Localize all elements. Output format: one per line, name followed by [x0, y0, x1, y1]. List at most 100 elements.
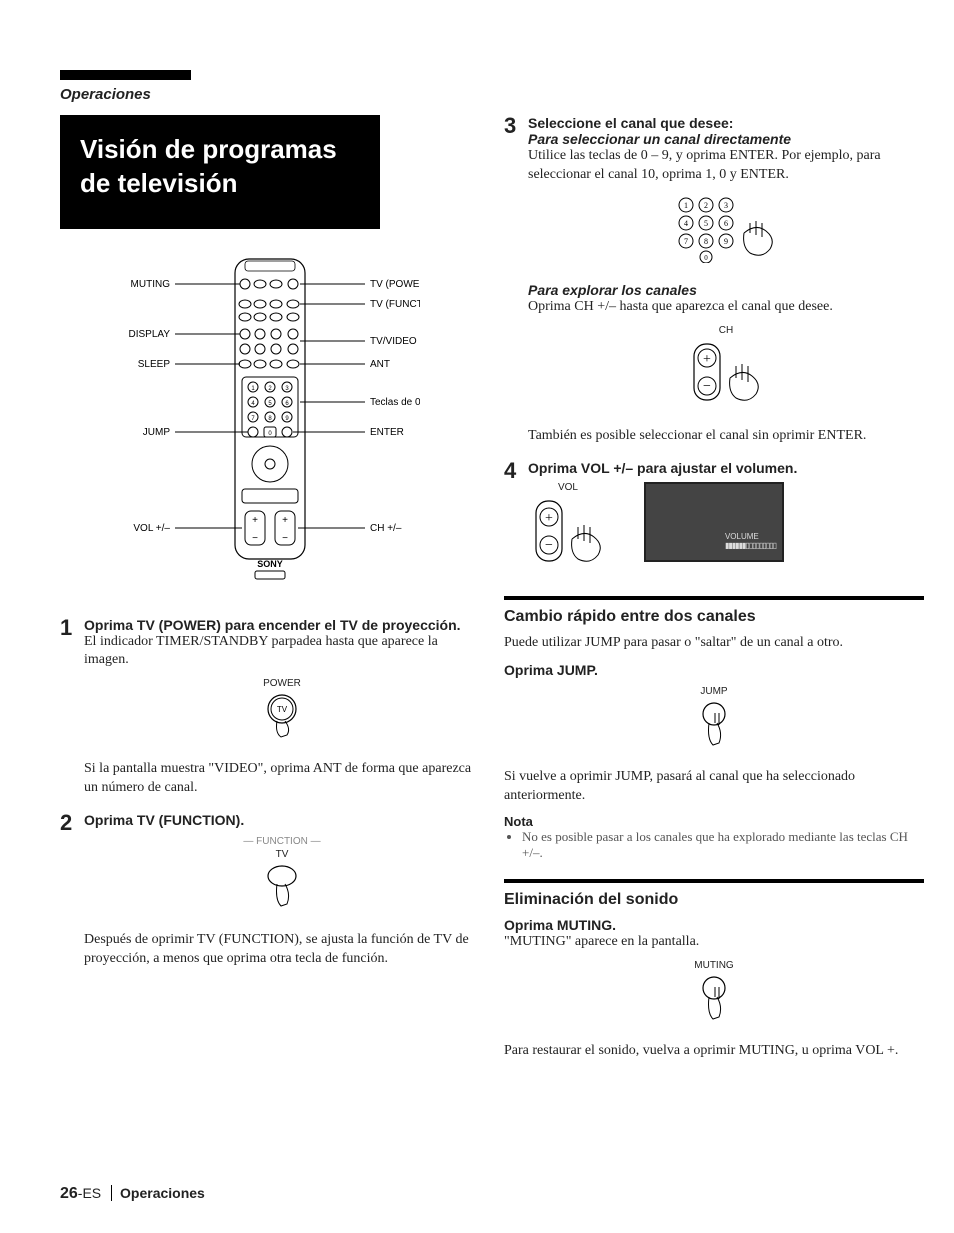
step-body-text: Oprima CH +/– hasta que aparezca el cana… — [528, 298, 924, 317]
tv-screen: VOLUME ▮▮▮▮▮▮▯▯▯▯▯▯▯▯▯ — [644, 482, 784, 562]
svg-text:5: 5 — [704, 219, 708, 228]
figure-caption: TV — [84, 849, 480, 860]
section-divider — [504, 879, 924, 883]
svg-text:7: 7 — [251, 416, 255, 422]
step-4: 4 Oprima VOL +/– para ajustar el volumen… — [504, 460, 924, 578]
page-footer: 26-ES Operaciones — [60, 1185, 205, 1203]
vol-figure: VOL + − VOLUME ▮▮▮▮▮▮▯▯▯▯▯▯▯▯▯ — [528, 482, 924, 578]
svg-text:−: − — [282, 533, 288, 544]
step-heading: Oprima TV (FUNCTION). — [84, 812, 480, 828]
svg-text:2: 2 — [268, 386, 272, 392]
step-heading: Oprima TV (POWER) para encender el TV de… — [84, 617, 480, 633]
keypad-figure: 1 2 3 4 5 6 7 8 9 0 — [528, 193, 924, 268]
subsection-heading: Cambio rápido entre dos canales — [504, 608, 924, 626]
right-column: 3 Seleccione el canal que desee: Para se… — [504, 115, 924, 1061]
body-text: Puede utilizar JUMP para pasar o "saltar… — [504, 634, 924, 653]
svg-text:1: 1 — [251, 386, 255, 392]
svg-text:4: 4 — [684, 219, 688, 228]
svg-text:9: 9 — [285, 416, 289, 422]
svg-text:0: 0 — [268, 431, 272, 437]
svg-text:DISPLAY: DISPLAY — [129, 329, 171, 340]
remote-diagram: 1 2 3 4 5 6 7 8 9 0 + − — [120, 249, 420, 589]
step-body-text: Después de oprimir TV (FUNCTION), se aju… — [84, 931, 480, 969]
svg-text:8: 8 — [268, 416, 272, 422]
svg-text:Teclas de 0 – 9: Teclas de 0 – 9 — [370, 397, 420, 408]
svg-text:3: 3 — [285, 386, 289, 392]
section-header: Operaciones — [60, 70, 191, 103]
svg-text:TV: TV — [277, 705, 288, 714]
figure-caption: JUMP — [504, 686, 924, 697]
svg-text:TV/VIDEO: TV/VIDEO — [370, 336, 417, 347]
svg-text:SONY: SONY — [257, 559, 283, 569]
note-title: Nota — [504, 814, 924, 829]
figure-caption: CH — [528, 325, 924, 336]
figure-caption: POWER — [84, 678, 480, 689]
step-number: 1 — [60, 617, 84, 799]
tv-volume-label: VOLUME ▮▮▮▮▮▮▯▯▯▯▯▯▯▯▯ — [725, 532, 776, 550]
step-body-text: Utilice las teclas de 0 – 9, y oprima EN… — [528, 147, 924, 185]
svg-text:TV (FUNCTION): TV (FUNCTION) — [370, 299, 420, 310]
step-heading: Oprima VOL +/– para ajustar el volumen. — [528, 460, 924, 476]
step-2: 2 Oprima TV (FUNCTION). — FUNCTION — TV … — [60, 812, 480, 969]
page-columns: Visión de programas de televisión 1 — [60, 115, 924, 1061]
svg-text:2: 2 — [704, 201, 708, 210]
function-button-figure: — FUNCTION — TV — [84, 836, 480, 917]
body-text: Si vuelve a oprimir JUMP, pasará al cana… — [504, 768, 924, 806]
svg-text:−: − — [252, 533, 258, 544]
figure-caption: VOL — [528, 482, 608, 493]
svg-text:VOL +/–: VOL +/– — [133, 523, 170, 534]
svg-text:8: 8 — [704, 237, 708, 246]
svg-text:7: 7 — [684, 237, 688, 246]
svg-text:6: 6 — [724, 219, 728, 228]
svg-text:SLEEP: SLEEP — [138, 359, 171, 370]
svg-text:JUMP: JUMP — [143, 427, 171, 438]
svg-text:TV (POWER): TV (POWER) — [370, 279, 420, 290]
svg-text:−: − — [545, 538, 553, 553]
sub-heading: Para explorar los canales — [528, 282, 924, 298]
svg-text:MUTING: MUTING — [131, 279, 171, 290]
step-heading: Seleccione el canal que desee: — [528, 115, 924, 131]
step-1: 1 Oprima TV (POWER) para encender el TV … — [60, 617, 480, 799]
step-3: 3 Seleccione el canal que desee: Para se… — [504, 115, 924, 446]
svg-text:1: 1 — [684, 201, 688, 210]
svg-text:5: 5 — [268, 401, 272, 407]
step-body-text: El indicador TIMER/STANDBY parpadea hast… — [84, 633, 480, 671]
svg-text:+: + — [282, 515, 288, 526]
press-instruction: Oprima MUTING. — [504, 917, 924, 933]
svg-text:ANT: ANT — [370, 359, 390, 370]
svg-text:ENTER: ENTER — [370, 427, 404, 438]
step-body-text: También es posible seleccionar el canal … — [528, 427, 924, 446]
step-number: 4 — [504, 460, 528, 578]
section-divider — [504, 596, 924, 600]
svg-text:+: + — [252, 515, 258, 526]
figure-caption: MUTING — [504, 960, 924, 971]
svg-text:6: 6 — [285, 401, 289, 407]
subsection-heading: Eliminación del sonido — [504, 891, 924, 909]
note-item: No es posible pasar a los canales que ha… — [522, 829, 924, 861]
jump-button-figure: JUMP — [504, 686, 924, 754]
page-number: 26 — [60, 1185, 78, 1202]
ch-button-figure: CH + − — [528, 325, 924, 413]
note-list: No es posible pasar a los canales que ha… — [504, 829, 924, 861]
step-body-text: Si la pantalla muestra "VIDEO", oprima A… — [84, 760, 480, 798]
svg-text:4: 4 — [251, 401, 255, 407]
press-instruction: Oprima JUMP. — [504, 662, 924, 678]
power-button-figure: POWER TV — [84, 678, 480, 746]
step-number: 3 — [504, 115, 528, 446]
page-suffix: -ES — [78, 1185, 101, 1201]
left-column: Visión de programas de televisión 1 — [60, 115, 480, 1061]
svg-text:9: 9 — [724, 237, 728, 246]
svg-text:+: + — [545, 511, 553, 526]
step-number: 2 — [60, 812, 84, 969]
muting-button-figure: MUTING — [504, 960, 924, 1028]
sub-heading: Para seleccionar un canal directamente — [528, 131, 924, 147]
page-title: Visión de programas de televisión — [60, 115, 380, 229]
svg-text:CH +/–: CH +/– — [370, 523, 402, 534]
body-text: Para restaurar el sonido, vuelva a oprim… — [504, 1042, 924, 1061]
svg-text:3: 3 — [724, 201, 728, 210]
svg-text:−: − — [703, 379, 711, 394]
figure-caption-top: — FUNCTION — — [84, 836, 480, 847]
svg-text:0: 0 — [704, 254, 708, 262]
footer-section: Operaciones — [111, 1185, 205, 1201]
body-text: "MUTING" aparece en la pantalla. — [504, 933, 924, 952]
